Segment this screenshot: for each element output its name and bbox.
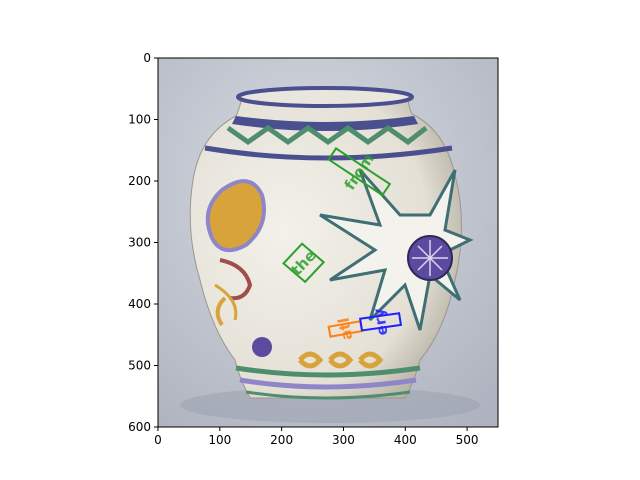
x-tick-label: 500 (456, 433, 479, 447)
annotation-text-2: atl (334, 316, 356, 341)
x-tick-label: 0 (154, 433, 162, 447)
x-tick-label: 100 (208, 433, 231, 447)
y-axis: 0 100 200 300 400 500 600 (128, 51, 158, 434)
annotation-box-0 (327, 147, 392, 197)
x-tick-label: 400 (394, 433, 417, 447)
annotation-box-3 (358, 312, 403, 332)
y-tick-label: 0 (143, 51, 151, 65)
y-tick-label: 400 (128, 297, 151, 311)
annotation-box-1 (282, 242, 326, 284)
vase-photo (158, 58, 498, 427)
annotation-text-3: ery (369, 307, 391, 337)
x-axis: 0 100 200 300 400 500 (154, 427, 479, 447)
y-tick-label: 100 (128, 113, 151, 127)
y-tick-label: 500 (128, 359, 151, 373)
x-tick-label: 200 (270, 433, 293, 447)
x-tick-label: 300 (332, 433, 355, 447)
y-tick-label: 600 (128, 420, 151, 434)
y-tick-label: 200 (128, 174, 151, 188)
y-tick-label: 300 (128, 236, 151, 250)
